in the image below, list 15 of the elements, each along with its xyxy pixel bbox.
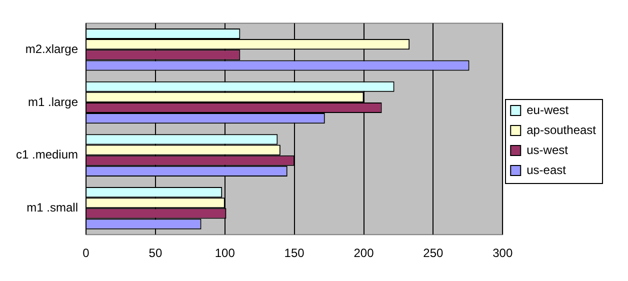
x-tick-label: 50 — [148, 246, 162, 260]
y-tick-label: m2.xlarge — [25, 42, 78, 56]
x-tick-label: 0 — [82, 246, 90, 260]
legend-label: us-east — [526, 162, 567, 177]
x-tick-label: 100 — [214, 246, 236, 260]
y-tick-label: m1 .small — [26, 200, 78, 214]
x-tick-label: 250 — [423, 246, 444, 260]
y-tick-label: c1 .medium — [16, 148, 78, 162]
y-tick-label: m1 .large — [28, 94, 78, 109]
legend-label: us-west — [526, 142, 569, 157]
x-tick-label: 150 — [284, 246, 305, 260]
legend-label: ap-southeast — [526, 122, 597, 137]
x-tick-label: 200 — [354, 246, 374, 260]
legend-label: eu-west — [526, 102, 570, 117]
x-tick-label: 300 — [492, 246, 513, 260]
